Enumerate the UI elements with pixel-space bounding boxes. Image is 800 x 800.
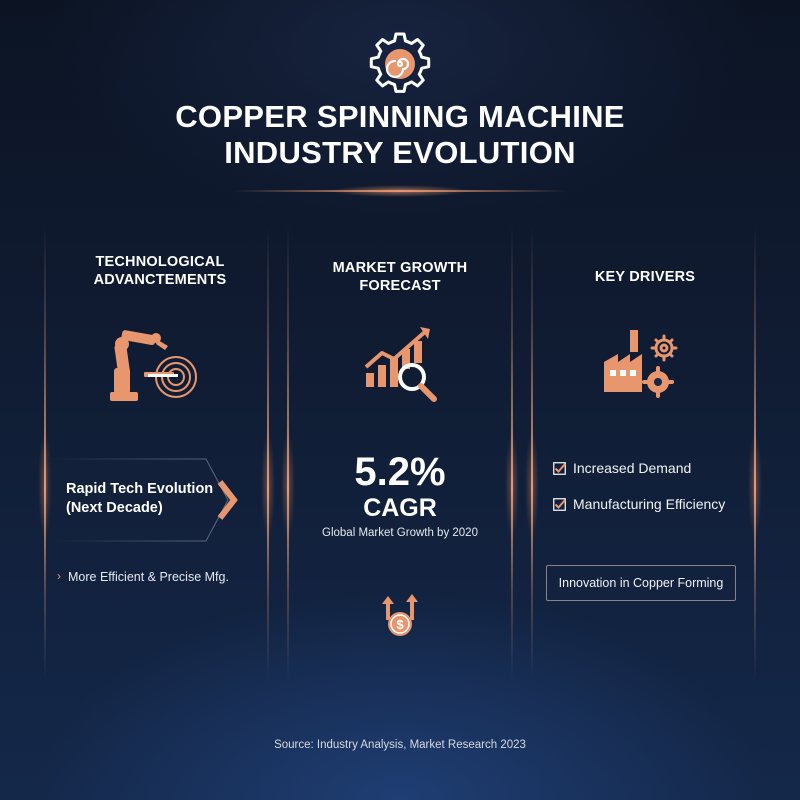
gear-with-spiral-icon xyxy=(369,32,431,93)
divider-glow-2 xyxy=(261,430,275,540)
divider-3 xyxy=(287,225,289,680)
title-line-1: COPPER SPINNING MACHINE xyxy=(175,99,625,134)
tech-bullet: More Efficient & Precise Mfg. xyxy=(68,570,229,584)
rapid-tech-callout: Rapid Tech Evolution (Next Decade) xyxy=(66,480,213,518)
divider-glow-3 xyxy=(281,430,295,540)
market-title-line-2: FORECAST xyxy=(359,278,441,294)
divider-glow-5 xyxy=(525,430,539,540)
driver-item-increased-demand: Increased Demand xyxy=(553,460,691,476)
market-column-title: MARKET GROWTH FORECAST xyxy=(300,259,500,295)
svg-text:$: $ xyxy=(396,617,404,632)
divider-2 xyxy=(267,225,269,680)
title-line-2: INDUSTRY EVOLUTION xyxy=(224,135,576,170)
chevron-right-icon: › xyxy=(57,569,61,583)
rapid-tech-line-2: (Next Decade) xyxy=(66,500,163,516)
factory-gears-icon xyxy=(604,330,678,398)
source-note: Source: Industry Analysis, Market Resear… xyxy=(274,739,526,751)
driver-item-label: Increased Demand xyxy=(573,460,692,476)
divider-4 xyxy=(511,225,513,680)
page-title: COPPER SPINNING MACHINE INDUSTRY EVOLUTI… xyxy=(0,99,800,171)
divider-glow-4 xyxy=(505,430,519,540)
divider-glow-1 xyxy=(38,430,52,540)
header-divider xyxy=(235,190,565,192)
growth-chart-magnifier-icon xyxy=(364,327,437,402)
tech-column-title: TECHNOLOGICAL ADVANCTEMENTS xyxy=(60,253,260,289)
rapid-tech-line-1: Rapid Tech Evolution xyxy=(66,481,214,497)
driver-item-manufacturing-efficiency: Manufacturing Efficiency xyxy=(553,496,725,512)
market-title-line-1: MARKET GROWTH xyxy=(332,260,468,276)
tech-title-line-2: ADVANCTEMENTS xyxy=(93,272,227,288)
tech-title-line-1: TECHNOLOGICAL xyxy=(95,254,225,270)
divider-5 xyxy=(531,225,533,680)
divider-glow-6 xyxy=(748,430,762,540)
growth-caption: Global Market Growth by 2020 xyxy=(322,527,478,539)
checkbox-checked-icon xyxy=(553,497,566,511)
robotic-arm-spinning-icon xyxy=(110,330,197,401)
cagr-value: 5.2% xyxy=(354,450,446,494)
dollar-growth-arrows-icon: $ xyxy=(382,594,418,636)
divider-1 xyxy=(44,225,46,680)
innovation-box: Innovation in Copper Forming xyxy=(546,565,736,601)
drivers-column-title: KEY DRIVERS xyxy=(594,269,696,285)
divider-6 xyxy=(754,225,756,680)
checkbox-checked-icon xyxy=(553,461,566,475)
rapid-tech-callout-shape xyxy=(48,458,238,542)
cagr-label: CAGR xyxy=(363,494,437,522)
driver-item-label: Manufacturing Efficiency xyxy=(573,496,726,512)
